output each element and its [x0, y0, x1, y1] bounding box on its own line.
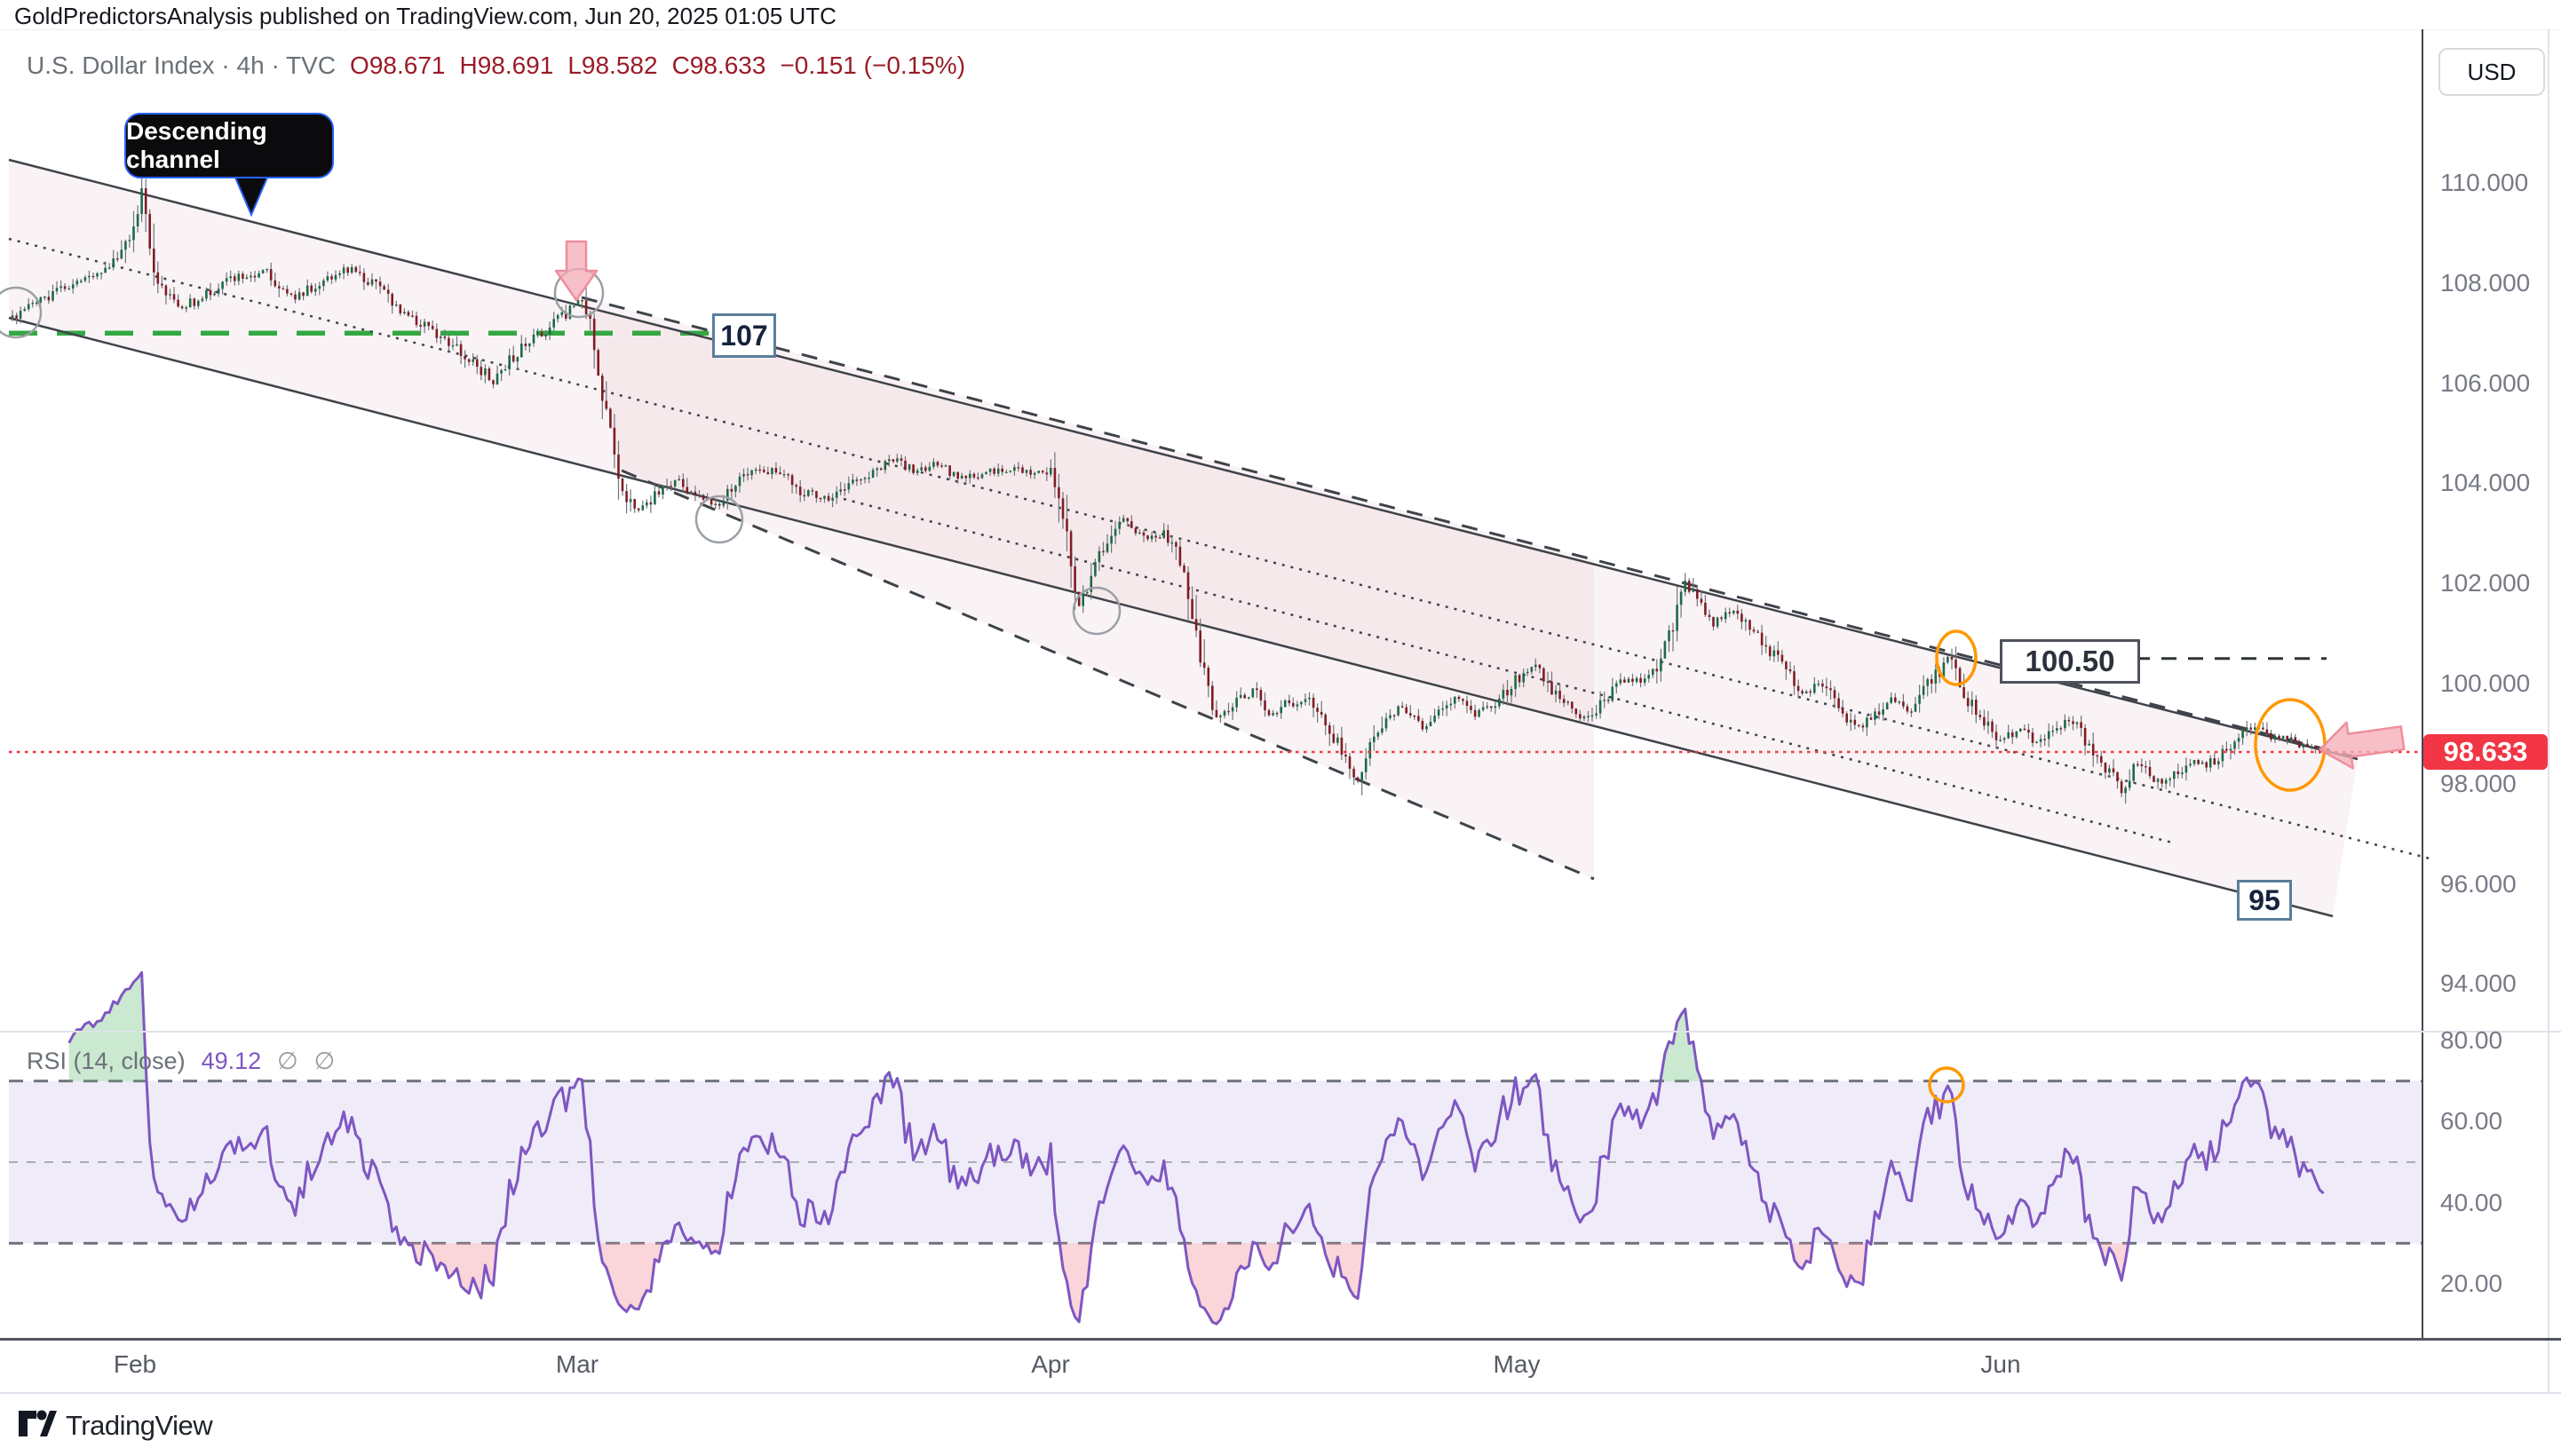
rsi-empty-symbol: ∅	[277, 1048, 298, 1074]
rsi-value: 49.12	[201, 1048, 262, 1074]
time-axis-separator	[0, 1338, 2561, 1341]
ohlc-low: L98.582	[567, 51, 658, 79]
price-level-label-107[interactable]: 107	[712, 313, 776, 358]
time-axis-label-mar: Mar	[555, 1350, 599, 1378]
last-price-badge: 98.633	[2423, 734, 2548, 770]
panel-divider[interactable]	[0, 1031, 2561, 1033]
widget-bottom-border	[0, 1392, 2561, 1394]
ohlc-open: O98.671	[350, 51, 446, 79]
price-axis-label: 110.000	[2440, 169, 2529, 196]
rsi-title[interactable]: RSI (14, close)	[27, 1048, 186, 1074]
price-change: −0.151 (−0.15%)	[780, 51, 966, 79]
price-axis-label: 108.000	[2440, 268, 2531, 297]
rsi-empty-symbol: ∅	[313, 1048, 336, 1074]
price-axis-label: 102.000	[2440, 569, 2531, 597]
ohlc-close: C98.633	[671, 51, 766, 79]
tradingview-logo-icon	[19, 1410, 57, 1436]
price-axis-label: 100.000	[2440, 669, 2531, 697]
time-axis-label-jun: Jun	[1980, 1350, 2021, 1378]
price-level-label-95[interactable]: 95	[2237, 880, 2292, 921]
rsi-legend[interactable]: RSI (14, close) 49.12 ∅ ∅	[27, 1048, 335, 1075]
ohlc-high: H98.691	[459, 51, 554, 79]
tradingview-footer[interactable]: TradingView	[18, 1410, 213, 1442]
price-axis-label: 96.000	[2440, 869, 2517, 898]
rsi-axis-label: 20.00	[2440, 1270, 2503, 1298]
time-axis-label-feb: Feb	[113, 1350, 157, 1378]
currency-button[interactable]: USD	[2438, 48, 2545, 96]
axis-right-edge	[2548, 29, 2549, 1392]
rsi-axis-label: 80.00	[2440, 1026, 2503, 1054]
callout-text: Descending channel	[126, 117, 267, 173]
price-axis-label: 104.000	[2440, 469, 2531, 497]
price-axis-label: 98.000	[2440, 769, 2517, 797]
time-axis-label-apr: Apr	[1031, 1350, 1070, 1378]
symbol-legend[interactable]: U.S. Dollar Index · 4h · TVC O98.671 H98…	[27, 51, 965, 80]
price-axis-label: 94.000	[2440, 969, 2517, 998]
descending-channel-callout[interactable]: Descending channel	[124, 113, 334, 178]
rsi-axis-label: 40.00	[2440, 1188, 2503, 1216]
brand-text: TradingView	[66, 1410, 213, 1441]
rsi-axis-label: 60.00	[2440, 1107, 2503, 1136]
publish-strip: GoldPredictorsAnalysis published on Trad…	[0, 0, 2561, 30]
time-scale[interactable]	[0, 1341, 2422, 1390]
price-level-label-100-50[interactable]: 100.50	[2000, 639, 2140, 684]
price-axis-separator	[2422, 29, 2423, 1338]
time-axis-label-may: May	[1493, 1350, 1541, 1378]
price-axis-label: 106.000	[2440, 368, 2531, 397]
publish-line: GoldPredictorsAnalysis published on Trad…	[14, 3, 836, 29]
symbol-title[interactable]: U.S. Dollar Index · 4h · TVC	[27, 51, 337, 79]
